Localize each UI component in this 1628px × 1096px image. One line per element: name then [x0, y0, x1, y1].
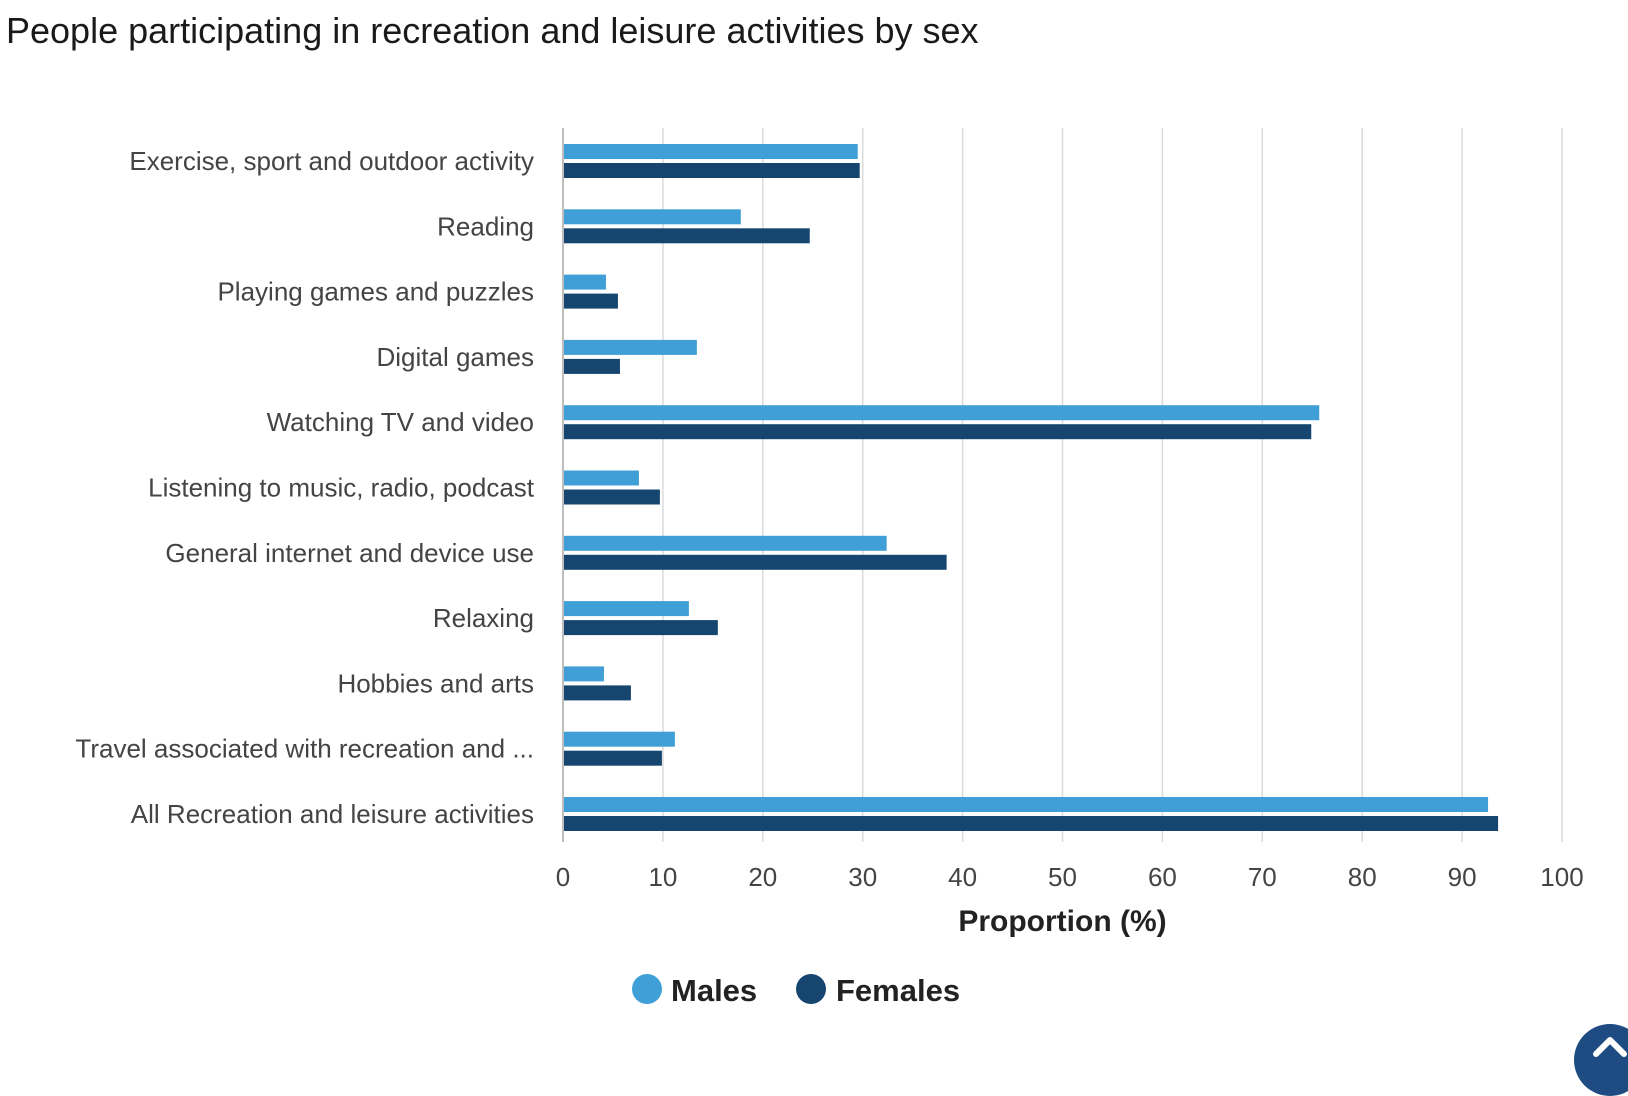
- category-labels: Exercise, sport and outdoor activity Read…: [75, 146, 534, 829]
- legend-label-females: Females: [836, 973, 960, 1008]
- bar-females[interactable]: [564, 293, 618, 309]
- x-tick-label: 40: [948, 862, 977, 892]
- x-tick-label: 0: [556, 862, 570, 892]
- category-label: Reading: [437, 211, 534, 241]
- gridlines: [562, 128, 1563, 842]
- legend-item-females[interactable]: Females: [796, 973, 960, 1008]
- bar-females[interactable]: [564, 358, 620, 374]
- bar-males[interactable]: [564, 339, 697, 355]
- category-label: Relaxing: [433, 603, 534, 633]
- x-tick-label: 30: [848, 862, 877, 892]
- x-tick-label: 10: [648, 862, 677, 892]
- x-tick-label: 100: [1540, 862, 1583, 892]
- bar-females[interactable]: [564, 489, 660, 505]
- category-label: Digital games: [376, 342, 534, 372]
- chart-title: People participating in recreation and l…: [6, 10, 979, 51]
- category-label: Watching TV and video: [267, 407, 534, 437]
- category-label: Exercise, sport and outdoor activity: [129, 146, 534, 176]
- x-tick-label: 20: [748, 862, 777, 892]
- x-tick-label: 90: [1448, 862, 1477, 892]
- bar-males[interactable]: [564, 470, 639, 486]
- category-label: Playing games and puzzles: [217, 277, 534, 307]
- bar-males[interactable]: [564, 405, 1320, 421]
- category-label: Listening to music, radio, podcast: [148, 473, 535, 503]
- bar-males[interactable]: [564, 144, 858, 159]
- bar-males[interactable]: [564, 601, 689, 617]
- legend-label-males: Males: [671, 973, 757, 1008]
- bar-males[interactable]: [564, 731, 675, 747]
- bar-females[interactable]: [564, 424, 1312, 440]
- category-label: General internet and device use: [165, 538, 534, 568]
- legend-item-males[interactable]: Males: [632, 973, 757, 1008]
- bar-males[interactable]: [564, 535, 887, 551]
- x-tick-label: 70: [1248, 862, 1277, 892]
- bar-females[interactable]: [564, 163, 860, 178]
- bars: [564, 144, 1499, 831]
- category-label: Travel associated with recreation and ..…: [75, 734, 534, 764]
- x-tick-label: 50: [1048, 862, 1077, 892]
- bar-chart: Exercise, sport and outdoor activity Read…: [75, 128, 1584, 1008]
- category-label: Hobbies and arts: [337, 668, 534, 698]
- bar-females[interactable]: [564, 554, 947, 570]
- legend[interactable]: Males Females: [632, 973, 960, 1008]
- bar-males[interactable]: [564, 209, 741, 225]
- legend-marker-males: [632, 974, 662, 1004]
- bar-females[interactable]: [564, 750, 662, 766]
- x-tick-label: 80: [1348, 862, 1377, 892]
- bar-females[interactable]: [564, 816, 1499, 831]
- legend-marker-females: [796, 974, 826, 1004]
- category-label: All Recreation and leisure activities: [131, 799, 534, 829]
- x-axis-title: Proportion (%): [958, 905, 1166, 938]
- bar-males[interactable]: [564, 797, 1489, 812]
- chevron-up-icon: [1593, 1037, 1627, 1057]
- bar-females[interactable]: [564, 620, 718, 636]
- bar-females[interactable]: [564, 228, 810, 244]
- bar-males[interactable]: [564, 274, 606, 290]
- x-tick-label: 60: [1148, 862, 1177, 892]
- x-axis-ticks: 0 10 20 30 40 50 60 70 80 90 100: [556, 862, 1584, 892]
- bar-females[interactable]: [564, 685, 631, 701]
- bar-males[interactable]: [564, 666, 604, 682]
